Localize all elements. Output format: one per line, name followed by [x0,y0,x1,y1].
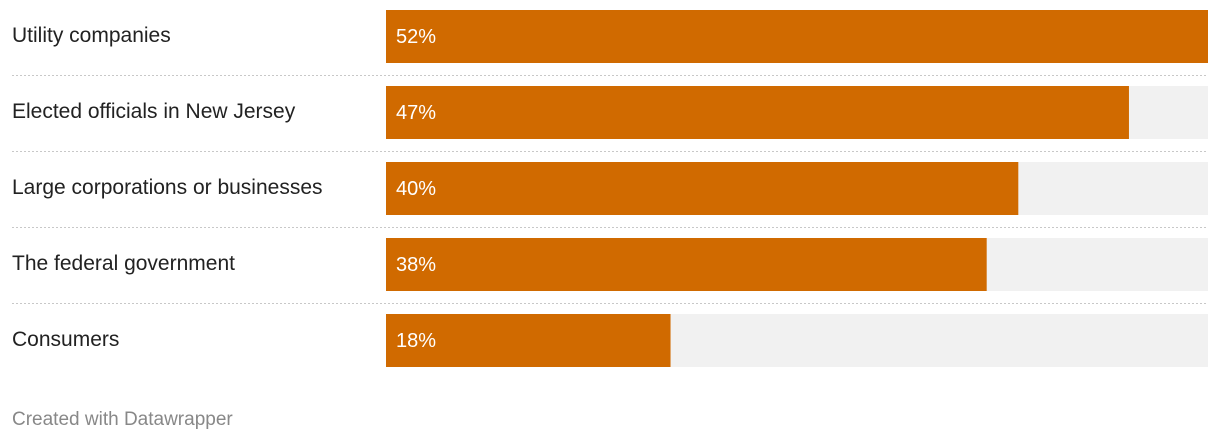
value-label: 47% [396,102,436,124]
category-label: The federal government [12,252,235,275]
footer: Created with Datawrapper [12,409,233,430]
bar [386,86,1129,139]
category-label: Utility companies [12,24,171,47]
bar [386,162,1019,215]
value-label: 52% [396,26,436,48]
category-label: Consumers [12,328,119,351]
value-label: 40% [396,178,436,200]
value-label: 18% [396,330,436,352]
bar [386,314,671,367]
bar [386,10,1208,63]
category-label: Large corporations or businesses [12,176,323,199]
category-label: Elected officials in New Jersey [12,100,296,123]
bar [386,238,987,291]
value-label: 38% [396,254,436,276]
